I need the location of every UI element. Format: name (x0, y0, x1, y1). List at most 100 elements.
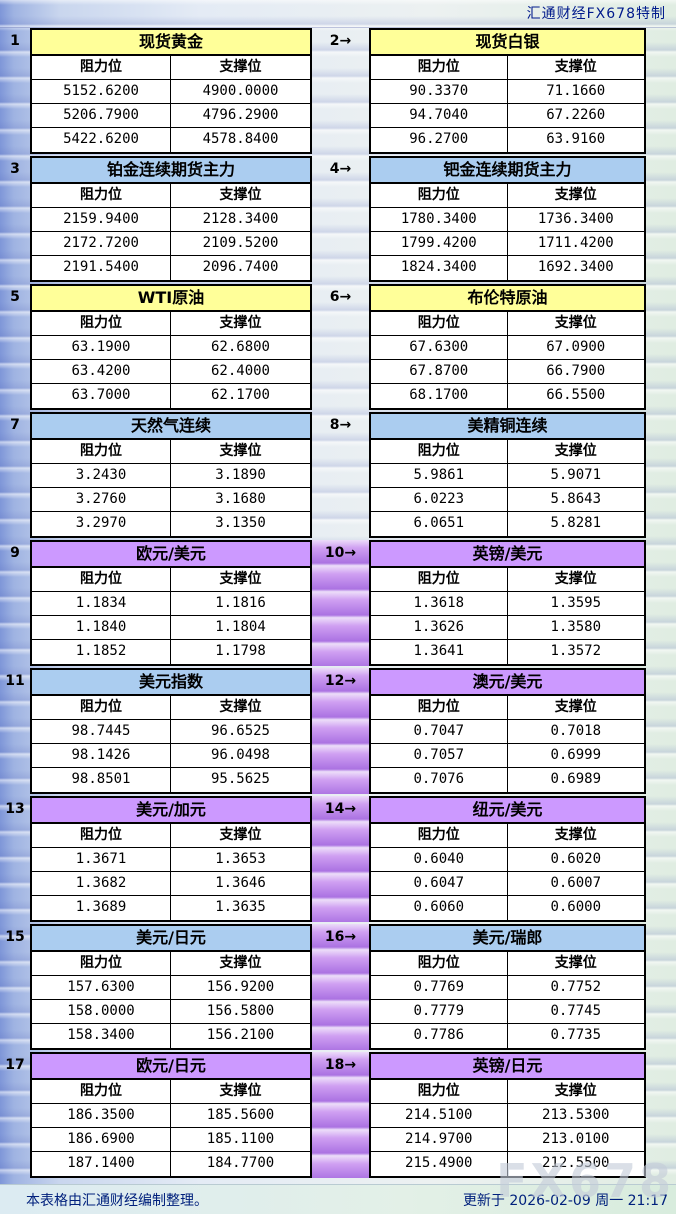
column-gutter: 14→ (312, 796, 369, 922)
support-value: 2096.7400 (171, 256, 310, 280)
support-value: 1.3580 (507, 616, 644, 640)
row-number-right: 12→ (324, 673, 357, 689)
panel-row: 11 美元指数 阻力位 支撑位 98.7445 96.6525 98.1426 … (0, 668, 676, 794)
support-value: 3.1350 (171, 512, 310, 536)
support-value: 0.7752 (507, 976, 644, 1000)
resistance-value: 2172.7200 (32, 232, 171, 256)
resistance-value: 1780.3400 (371, 208, 508, 232)
support-header: 支撑位 (507, 440, 644, 464)
panel-slot: 英镑/日元 阻力位 支撑位 214.5100 213.5300 214.9700… (369, 1052, 646, 1178)
resistance-header: 阻力位 (32, 696, 171, 720)
column-gutter: 2→ (312, 28, 369, 154)
panel-slot: 澳元/美元 阻力位 支撑位 0.7047 0.7018 0.7057 0.699… (369, 668, 646, 794)
panel-table: 阻力位 支撑位 1.3671 1.3653 1.3682 1.3646 1.36… (32, 824, 310, 920)
support-header: 支撑位 (507, 568, 644, 592)
column-gutter: 10→ (312, 540, 369, 666)
support-value: 3.1680 (171, 488, 310, 512)
support-value: 4796.2900 (171, 104, 310, 128)
support-value: 0.6020 (507, 848, 644, 872)
support-value: 0.7745 (507, 1000, 644, 1024)
row-number-left: 9 (10, 545, 20, 561)
row-number-left: 3 (10, 161, 20, 177)
support-value: 1692.3400 (507, 256, 644, 280)
support-value: 66.5500 (507, 384, 644, 408)
panel-table: 阻力位 支撑位 1.1834 1.1816 1.1840 1.1804 1.18… (32, 568, 310, 664)
footer-updated: 更新于 2026-02-09 周一 21:17 (462, 1192, 668, 1209)
quote-panel: WTI原油 阻力位 支撑位 63.1900 62.6800 63.4200 62… (30, 284, 312, 410)
panel-title: 英镑/美元 (371, 542, 644, 568)
support-value: 4900.0000 (171, 80, 310, 104)
row-number-right: 6→ (329, 289, 352, 305)
resistance-value: 0.7769 (371, 976, 508, 1000)
resistance-value: 5.9861 (371, 464, 508, 488)
resistance-value: 63.4200 (32, 360, 171, 384)
panel-slot: 欧元/美元 阻力位 支撑位 1.1834 1.1816 1.1840 1.180… (30, 540, 312, 666)
resistance-value: 3.2760 (32, 488, 171, 512)
panel-slot: 美元/加元 阻力位 支撑位 1.3671 1.3653 1.3682 1.364… (30, 796, 312, 922)
row-number-right: 8→ (329, 417, 352, 433)
right-margin (646, 1052, 676, 1178)
support-header: 支撑位 (507, 696, 644, 720)
support-value: 67.2260 (507, 104, 644, 128)
resistance-value: 90.3370 (371, 80, 508, 104)
panel-table: 阻力位 支撑位 5152.6200 4900.0000 5206.7900 47… (32, 56, 310, 152)
row-number-left: 15 (5, 929, 25, 945)
support-value: 96.6525 (171, 720, 310, 744)
panel-slot: 现货黄金 阻力位 支撑位 5152.6200 4900.0000 5206.79… (30, 28, 312, 154)
quote-panel: 美元指数 阻力位 支撑位 98.7445 96.6525 98.1426 96.… (30, 668, 312, 794)
resistance-header: 阻力位 (371, 184, 508, 208)
support-value: 213.5300 (507, 1104, 644, 1128)
support-header: 支撑位 (171, 440, 310, 464)
quote-panel: 欧元/美元 阻力位 支撑位 1.1834 1.1816 1.1840 1.180… (30, 540, 312, 666)
resistance-header: 阻力位 (32, 952, 171, 976)
panel-title: 纽元/美元 (371, 798, 644, 824)
support-value: 0.6000 (507, 896, 644, 920)
top-bar: 汇通财经FX678特制 (0, 0, 676, 28)
panel-table: 阻力位 支撑位 1780.3400 1736.3400 1799.4200 17… (371, 184, 644, 280)
resistance-value: 187.1400 (32, 1152, 171, 1176)
panel-title: WTI原油 (32, 286, 310, 312)
row-number-left: 13 (5, 801, 25, 817)
resistance-value: 214.5100 (371, 1104, 508, 1128)
footer-note: 本表格由汇通财经编制整理。 (26, 1192, 208, 1209)
column-gutter: 6→ (312, 284, 369, 410)
support-value: 2109.5200 (171, 232, 310, 256)
right-margin (646, 284, 676, 410)
panel-row: 9 欧元/美元 阻力位 支撑位 1.1834 1.1816 1.1840 1.1… (0, 540, 676, 666)
panel-table: 阻力位 支撑位 186.3500 185.5600 186.6900 185.1… (32, 1080, 310, 1176)
panel-table: 阻力位 支撑位 0.7047 0.7018 0.7057 0.6999 0.70… (371, 696, 644, 792)
quote-panel: 美元/加元 阻力位 支撑位 1.3671 1.3653 1.3682 1.364… (30, 796, 312, 922)
panel-title: 美元/日元 (32, 926, 310, 952)
panel-title: 欧元/日元 (32, 1054, 310, 1080)
quote-panel: 天然气连续 阻力位 支撑位 3.2430 3.1890 3.2760 3.168… (30, 412, 312, 538)
resistance-value: 1.3641 (371, 640, 508, 664)
panel-slot: 现货白银 阻力位 支撑位 90.3370 71.1660 94.7040 67.… (369, 28, 646, 154)
panel-title: 美元/加元 (32, 798, 310, 824)
panel-title: 澳元/美元 (371, 670, 644, 696)
column-gutter: 16→ (312, 924, 369, 1050)
support-value: 5.9071 (507, 464, 644, 488)
panel-title: 现货白银 (371, 30, 644, 56)
quotes-board: 1 现货黄金 阻力位 支撑位 5152.6200 4900.0000 5206.… (0, 28, 676, 1180)
right-margin (646, 540, 676, 666)
resistance-header: 阻力位 (371, 312, 508, 336)
row-number-right: 10→ (324, 545, 357, 561)
panel-title: 布伦特原油 (371, 286, 644, 312)
resistance-value: 96.2700 (371, 128, 508, 152)
resistance-value: 98.8501 (32, 768, 171, 792)
quote-panel: 美元/瑞郎 阻力位 支撑位 0.7769 0.7752 0.7779 0.774… (369, 924, 646, 1050)
resistance-header: 阻力位 (371, 440, 508, 464)
quote-panel: 纽元/美元 阻力位 支撑位 0.6040 0.6020 0.6047 0.600… (369, 796, 646, 922)
resistance-value: 0.7779 (371, 1000, 508, 1024)
panel-row: 15 美元/日元 阻力位 支撑位 157.6300 156.9200 158.0… (0, 924, 676, 1050)
right-margin (646, 156, 676, 282)
panel-title: 美元指数 (32, 670, 310, 696)
resistance-value: 1824.3400 (371, 256, 508, 280)
support-value: 1.3646 (171, 872, 310, 896)
resistance-header: 阻力位 (32, 1080, 171, 1104)
resistance-value: 2191.5400 (32, 256, 171, 280)
support-header: 支撑位 (507, 824, 644, 848)
support-value: 62.1700 (171, 384, 310, 408)
support-value: 66.7900 (507, 360, 644, 384)
